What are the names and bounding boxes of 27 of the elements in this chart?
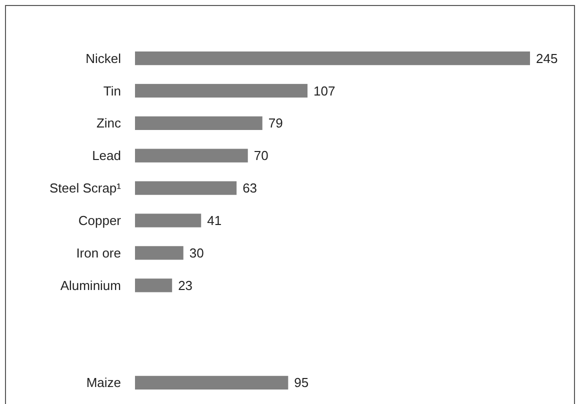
y-tick-label: Zinc	[96, 116, 122, 131]
bar	[135, 278, 172, 292]
data-label: 245	[536, 50, 558, 66]
data-label: 23	[178, 278, 193, 293]
y-tick-label: Copper	[78, 213, 122, 228]
bar	[135, 148, 248, 162]
data-label: 30	[189, 245, 204, 260]
data-label: 79	[268, 116, 283, 131]
data-label: 95	[294, 375, 309, 390]
data-label: 70	[254, 148, 268, 164]
bar	[135, 246, 184, 260]
bar	[135, 116, 262, 130]
data-label: 107	[314, 83, 336, 98]
y-tick-label: Aluminium	[60, 278, 121, 293]
y-tick-label: Maize	[86, 375, 121, 390]
bar	[135, 214, 202, 228]
bar	[135, 376, 288, 390]
y-tick-label: Nickel	[86, 50, 122, 66]
y-tick-label: Iron ore	[76, 245, 121, 260]
bar	[135, 51, 530, 66]
data-label: 41	[207, 213, 222, 228]
data-label: 63	[242, 180, 258, 196]
y-tick-label: Tin	[103, 83, 121, 98]
y-tick-label: Steel Scrap¹	[49, 180, 122, 196]
y-tick-label: Lead	[92, 148, 121, 164]
bar	[135, 181, 237, 195]
bar	[135, 84, 308, 98]
